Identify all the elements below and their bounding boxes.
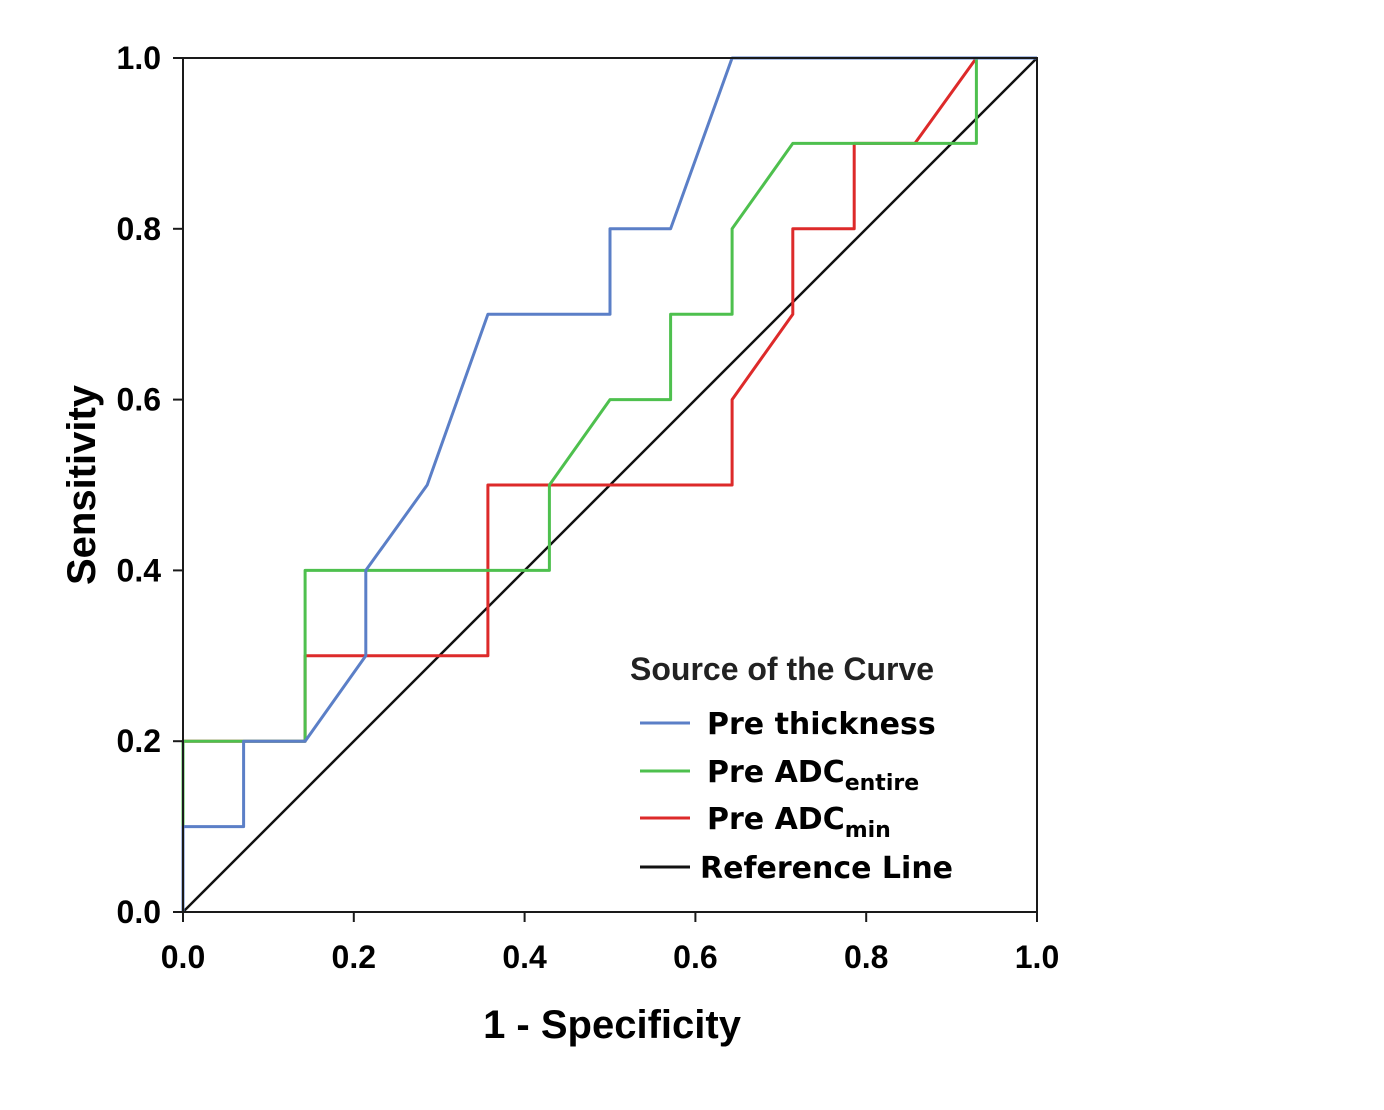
series-group [181,56,1038,913]
x-tick-label-1: 0.2 [332,939,376,975]
plot-frame [182,57,1038,913]
legend-label-subscript: entire [845,771,919,796]
y-tick-label-4: 0.8 [117,211,161,247]
legend-label-reference-line: Reference Line [700,851,953,886]
legend-label-main: Pre thickness [707,707,936,742]
y-tick-label-2: 0.4 [117,552,162,588]
legend-title: Source of the Curve [630,651,934,687]
legend-label-main: Pre ADC [707,755,845,790]
x-tick-label-4: 0.8 [844,939,888,975]
series-line-pre-adcentire [181,56,1037,912]
x-axis-title: 1 - Specificity [483,1003,742,1047]
x-tick-label-5: 1.0 [1015,939,1059,975]
ticks: 0.0 0.2 0.4 0.6 0.8 1.0 0.0 0.2 0.4 0.6 0.8 1.0 [117,40,1060,975]
legend-label-pre-thickness: Pre thickness [707,707,936,742]
y-tick-label-1: 0.2 [117,723,161,759]
series-line-pre-thickness [181,56,1037,912]
legend-label-main: Reference Line [700,851,953,886]
legend-label-main: Pre ADC [707,802,845,837]
y-tick-label-3: 0.6 [117,382,161,418]
x-tick-label-3: 0.6 [673,939,717,975]
y-axis-title: Sensitivity [60,384,104,585]
legend-label-pre-adcmin: Pre ADCmin [707,802,891,843]
y-tick-label-5: 1.0 [117,40,161,76]
legend-label-subscript: min [845,818,891,843]
legend-label-pre-adcentire: Pre ADCentire [707,755,919,796]
y-tick-label-0: 0.0 [117,894,161,930]
x-tick-label-2: 0.4 [502,939,547,975]
x-tick-label-0: 0.0 [161,939,205,975]
legend: Source of the Curve Pre thickness Pre ADC… [630,651,953,886]
